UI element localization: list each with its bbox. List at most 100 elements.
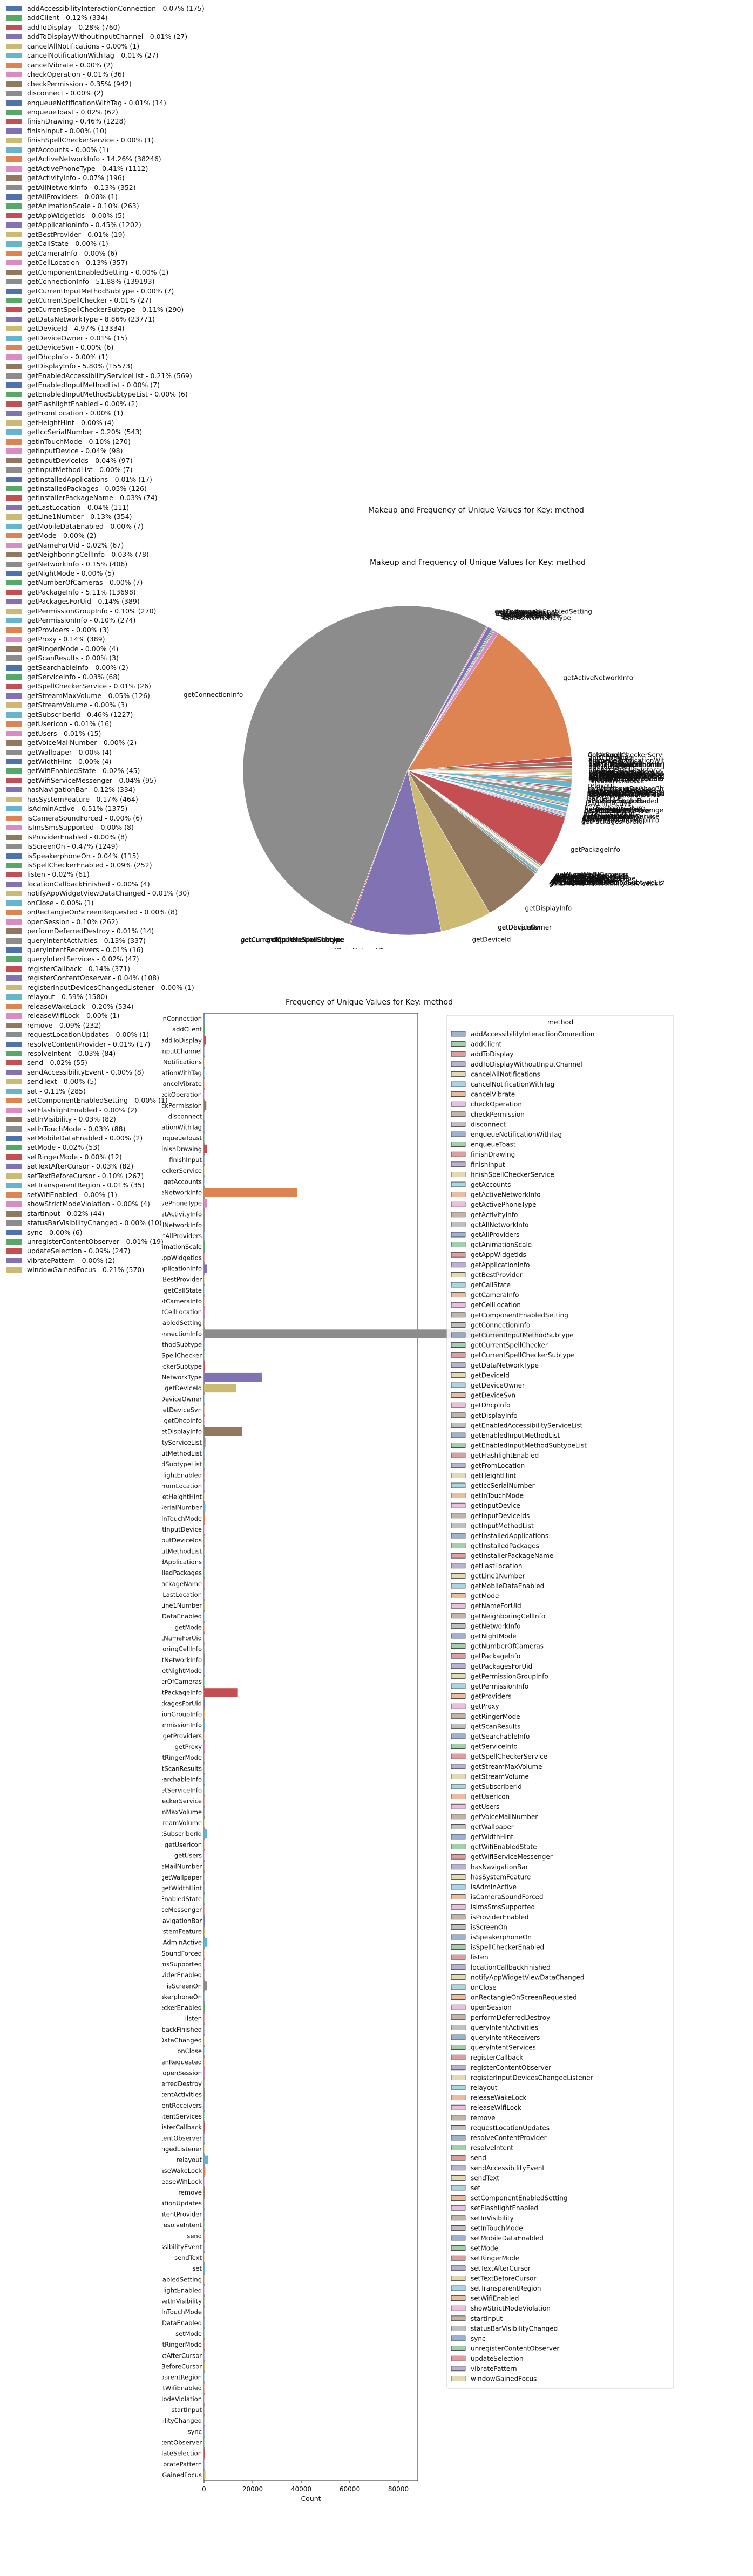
legend-label: isSpeakerphoneOn - 0.04% (115) [27,851,139,860]
bar-category-label: remove [178,2189,202,2196]
legend-label: getLine1Number - 0.13% (354) [27,513,132,521]
bar-legend-label: getUserIcon [471,1793,510,1801]
bar-category-label: getInputDeviceIds [162,1536,202,1544]
bar-category-label: getApplicationInfo [162,1265,202,1273]
bar-category-label: getProviders [163,1732,202,1740]
legend-label: getDhcpInfo - 0.00% (1) [27,352,108,361]
legend-swatch [6,15,22,21]
bar-legend-swatch [451,1031,466,1037]
bar-legend-label: setMobileDataEnabled [471,2235,544,2242]
bar-legend-swatch [451,2135,466,2141]
bar-legend-swatch [451,1221,466,1227]
pie-slice-label: getAnimationScale [501,612,562,619]
bar [204,1047,205,1056]
bar-category-label: getEnabledInputMethodSubtypeList [162,1460,202,1468]
bar [204,1807,205,1816]
pie-slice-label: getWidthHint [584,807,627,815]
bar-category-label: setFlashlightEnabled [162,2286,202,2294]
bar [204,1753,205,1762]
legend-swatch [6,231,22,237]
bar-legend-swatch [451,1212,466,1218]
legend-swatch [6,1173,22,1179]
bar [204,2047,205,2056]
bar-legend-swatch [451,1974,466,1980]
bar-legend-swatch [451,1774,466,1779]
bar-category-label: send [187,2232,202,2240]
pie-slice-label: setInVisibility [588,773,632,781]
pie-slice-label: getInstalledPackages [553,875,621,883]
legend-label: getSpellCheckerService - 0.01% (26) [27,682,151,691]
bar-category-label: setTransparentRegion [162,2374,202,2381]
pie-slice-label: addClient [589,765,620,773]
bar [204,2394,205,2403]
bar [204,1416,205,1425]
bar-category-label: getIccSerialNumber [162,1504,202,1512]
bar-legend-label: checkPermission [471,1111,525,1118]
legend-swatch [6,297,22,303]
bar [204,1025,205,1034]
legend-label: getEnabledInputMethodList - 0.00% (7) [27,381,160,389]
bar [204,1959,205,1969]
bar-category-label: sendAccessibilityEvent [162,2243,202,2251]
bar [204,2427,205,2436]
bar-legend-label: getScanResults [471,1723,520,1730]
bar-legend-swatch [451,1352,466,1358]
bar [204,1427,242,1436]
bar [204,2318,205,2327]
legend-swatch [6,759,22,764]
bar-category-label: getSubscriberId [162,1830,202,1837]
bar-legend-swatch [451,2285,466,2291]
bar-category-label: getStreamMaxVolume [162,1808,202,1816]
pie-slice-label: getDeviceSvn [498,924,542,931]
bar [204,2123,205,2132]
pie-slice-label: getNumberOfCameras [555,871,628,878]
bar-legend-label: getIccSerialNumber [471,1482,535,1489]
bar-legend-label: getComponentEnabledSetting [471,1311,568,1319]
bar-category-label: getCurrentSpellCheckerSubtype [162,1363,202,1370]
bar-legend-label: queryIntentActivities [471,2024,538,2031]
pie-slice-label: getStreamVolume [583,812,641,820]
bar [204,1514,205,1523]
bar-legend-label: isCameraSoundForced [471,1894,544,1901]
bar-legend-label: getActiveNetworkInfo [471,1191,541,1199]
x-axis-label: Count [301,2495,321,2503]
bar [204,2134,205,2143]
legend-label: getNightMode - 0.00% (5) [27,569,115,577]
legend-label: getCellLocation - 0.13% (357) [27,258,128,267]
pie-slice-label: enqueueNotificationWithTag [588,757,664,764]
bar [204,2449,205,2458]
bar-category-label: getAllNetworkInfo [162,1221,202,1229]
pie-slice-label: getDeviceOwner [498,924,552,931]
legend-label: performDeferredDestroy - 0.01% (14) [27,927,154,935]
pie-slice-label: getCurrentSpellCheckerSubtype [240,936,344,944]
bar [204,1634,205,1643]
pie-slice-label: sync [588,770,603,778]
bar-category-label: getCameraInfo [162,1297,202,1305]
bar-category-label: addClient [172,1026,202,1033]
bar-legend-label: getAccounts [471,1181,511,1188]
bar-category-label: addToDisplay [162,1036,202,1044]
bar [204,2177,205,2186]
bar-category-label: getInstalledApplications [162,1559,202,1566]
bar-category-label: unregisterContentObserver [162,2439,202,2447]
bar-legend-swatch [451,1914,466,1920]
bar [204,1481,205,1491]
bar [204,1362,205,1371]
bar-legend-swatch [451,1372,466,1378]
legend-swatch [6,1239,22,1245]
x-tick-label: 20000 [242,2485,263,2493]
legend-swatch [6,1201,22,1207]
bar [204,2025,205,2034]
bar-category-label: setComponentEnabledSetting [162,2276,202,2283]
bar [204,1308,205,1317]
bar-category-label: getProxy [175,1743,202,1751]
bar-legend-label: addToDisplayWithoutInputChannel [471,1061,582,1068]
bar-category-label: cancelAllNotifications [162,1058,202,1066]
pie-slice-label: getWifiEnabledState [584,807,650,815]
pie-slice-label: getConnectionInfo [184,691,243,699]
bar-legend-label: getInstalledApplications [471,1532,548,1540]
legend-label: getPackageInfo - 5.11% (13698) [27,587,136,596]
x-tick-label: 80000 [388,2485,409,2493]
pie-slice-label: getEnabledInputMethodSubtypeList [550,879,664,886]
legend-swatch [6,618,22,624]
